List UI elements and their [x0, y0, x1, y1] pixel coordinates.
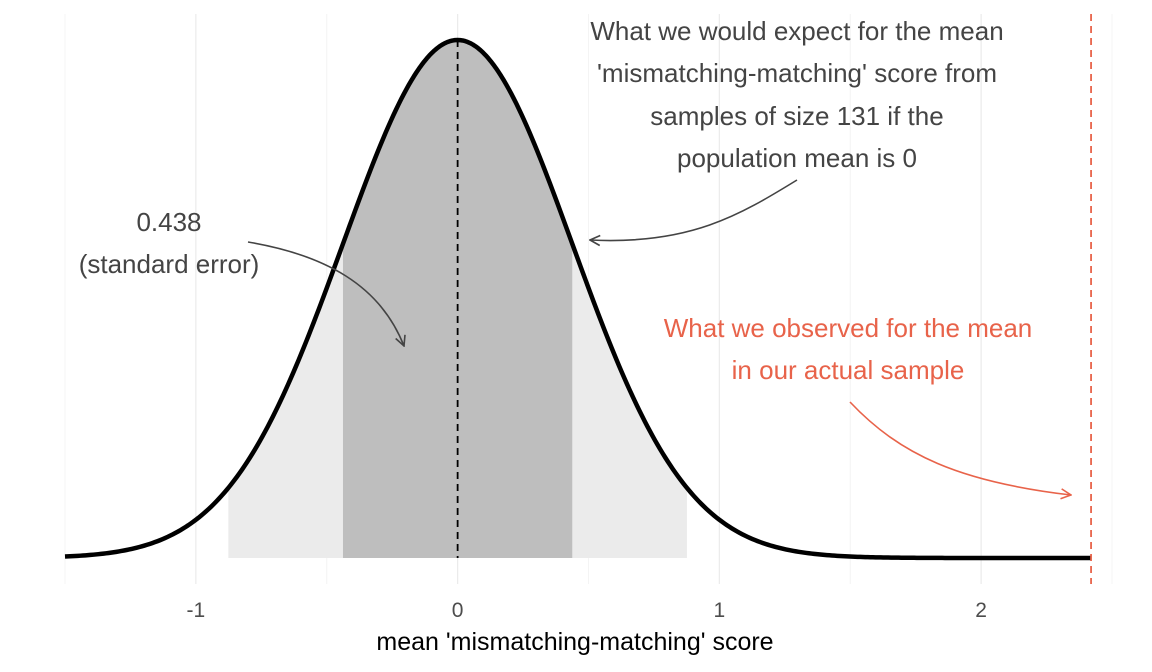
observed-arrow [849, 401, 1071, 495]
observed-annotation-line: in our actual sample [732, 355, 965, 385]
standard-error-label: (standard error) [79, 249, 260, 279]
expected-annotation-line: 'mismatching-matching' score from [597, 58, 997, 88]
expected-arrow [590, 179, 798, 241]
x-axis-title: mean 'mismatching-matching' score [376, 628, 773, 656]
standard-error-value: 0.438 [136, 207, 201, 237]
x-tick-label: 2 [975, 599, 987, 622]
expected-annotation-line: What we would expect for the mean [590, 16, 1003, 46]
x-axis-ticks: -1 0 1 2 [187, 599, 987, 622]
expected-annotation-line: samples of size 131 if the [650, 101, 943, 131]
x-tick-label: 0 [452, 599, 464, 622]
observed-annotation-line: What we observed for the mean [664, 313, 1033, 343]
standard-error-arrow [247, 241, 404, 346]
x-tick-label: 1 [714, 599, 726, 622]
density-curve [64, 37, 1092, 561]
expected-annotation-line: population mean is 0 [677, 143, 917, 173]
x-tick-label: -1 [187, 599, 206, 622]
observed-annotation: What we observed for the mean in our act… [664, 313, 1071, 495]
expected-annotation: What we would expect for the mean 'misma… [590, 16, 1004, 241]
standard-error-annotation: 0.438 (standard error) [79, 207, 404, 346]
